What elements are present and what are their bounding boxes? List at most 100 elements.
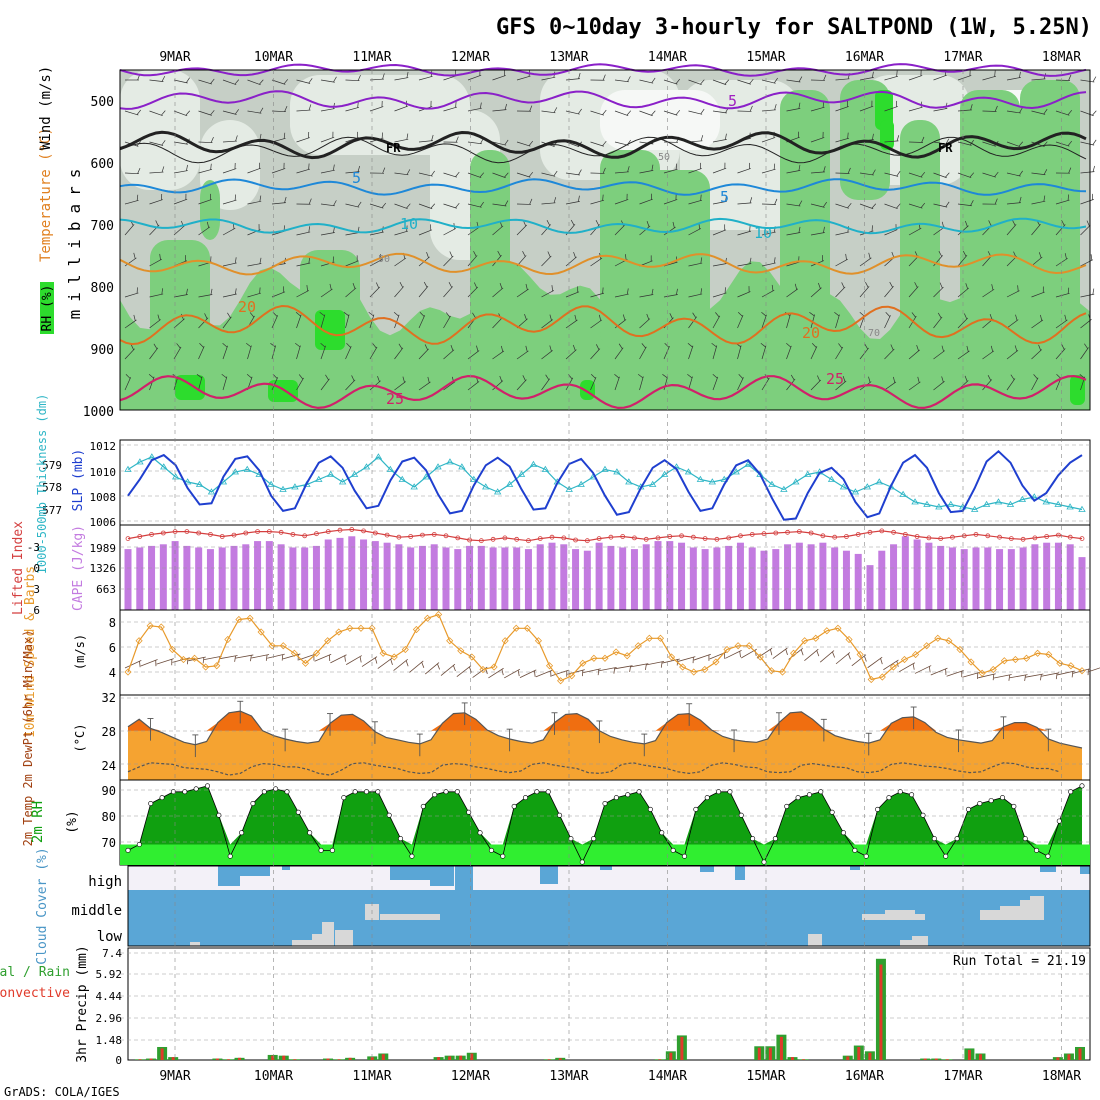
cape-bar-40 [595, 542, 603, 610]
wind-point-11 [246, 614, 254, 622]
wind-point-75 [956, 645, 964, 654]
rh2m-point-73 [954, 836, 960, 842]
thickness-point-19 [350, 470, 359, 477]
li-point-27 [443, 533, 449, 539]
upper-barb-7-39 [1080, 288, 1095, 298]
upper-barb-0-18 [565, 72, 581, 81]
thickness-tick-579: 579 [42, 459, 62, 472]
precip-convective-57 [768, 1047, 772, 1060]
upper-barb-7-0 [124, 287, 139, 298]
upper-barb-6-0 [124, 252, 137, 267]
precip-legend-total: Total / Rain [0, 965, 70, 980]
li-point-11 [255, 529, 260, 534]
cape-bar-11 [254, 541, 262, 610]
upper-barb-7-1 [149, 288, 164, 298]
upper-barb-9-9 [345, 342, 352, 360]
surface-barb-49 [899, 662, 916, 673]
precip-convective-27 [437, 1057, 441, 1060]
upper-barb-3-22 [663, 163, 678, 174]
wind-point-25 [401, 645, 409, 654]
upper-barb-9-0 [124, 344, 135, 360]
thickness-point-18 [338, 478, 347, 485]
upper-barb-7-32 [908, 282, 919, 298]
li-point-7 [208, 532, 213, 537]
cape-bar-16 [312, 545, 320, 610]
rh2m-point-19 [341, 795, 347, 801]
upper-barb-7-33 [933, 282, 944, 298]
wind-point-66 [856, 650, 864, 659]
upper-barb-5-11 [394, 225, 409, 236]
wind-point-17 [313, 649, 321, 657]
rh2m-point-27 [432, 792, 438, 798]
rh2m-point-59 [795, 795, 801, 801]
temp-tick-32: 32 [102, 691, 116, 705]
upper-barb-7-25 [737, 286, 751, 298]
cape-bar-66 [901, 536, 909, 610]
upper-barb-4-3 [198, 193, 212, 205]
upper-barb-0-11 [394, 71, 409, 81]
thickness-point-38 [577, 480, 585, 487]
rh-saturated-2 [880, 120, 894, 150]
surface-barb-31 [614, 665, 633, 673]
upper-barb-4-30 [859, 203, 877, 210]
upper-barb-0-23 [688, 79, 705, 86]
thickness-point-0 [124, 465, 132, 472]
precip-panel: Run Total = 21.19 7.4 5.92 4.44 2.96 1.4… [0, 945, 1091, 1067]
cloud-high-1 [240, 866, 270, 876]
date-top-15MAR: 15MAR [746, 50, 785, 65]
upper-barb-4-1 [149, 193, 163, 205]
upper-barb-10-15 [492, 375, 504, 391]
upper-barb-9-10 [369, 343, 378, 360]
contour-label-20-right: 20 [802, 324, 820, 342]
precip-convective-30 [470, 1053, 474, 1060]
upper-barb-9-14 [467, 345, 480, 360]
thickness-point-16 [315, 475, 323, 482]
upper-barb-9-33 [933, 345, 945, 360]
rh2m-point-36 [534, 789, 540, 795]
li-point-37 [561, 535, 567, 541]
upper-barb-3-37 [1031, 169, 1048, 176]
li-point-78 [1044, 534, 1050, 539]
rh2m-point-71 [931, 836, 937, 842]
upper-barb-4-10 [369, 202, 387, 209]
upper-barb-2-38 [1055, 140, 1073, 147]
wind-point-30 [457, 647, 465, 655]
upper-barb-8-3 [198, 313, 209, 329]
precip-convective-18 [337, 1059, 341, 1060]
upper-barb-3-29 [835, 167, 851, 174]
cape-bar-8 [218, 547, 226, 610]
upper-barb-7-2 [173, 288, 188, 298]
upper-barb-7-9 [345, 282, 357, 298]
li-point-55 [773, 530, 779, 536]
thickness-point-24 [410, 483, 418, 490]
upper-barb-7-22 [663, 288, 678, 298]
cape-bar-57 [795, 542, 803, 610]
upper-barb-1-5 [247, 107, 264, 114]
upper-barb-2-4 [222, 135, 238, 143]
rh-moist-column-10 [900, 120, 940, 360]
upper-barb-0-25 [737, 78, 754, 85]
upper-barb-8-4 [222, 312, 232, 329]
li-point-48 [690, 534, 696, 540]
rh-legend-swatch [40, 282, 54, 334]
upper-barb-8-33 [933, 312, 943, 329]
cloud-low-gap-0 [190, 942, 200, 946]
cape-bar-81 [1078, 557, 1086, 610]
cape-bar-79 [1054, 542, 1062, 610]
rh2m-point-5 [182, 789, 188, 795]
wind-point-7 [202, 663, 210, 671]
cape-label: CAPE (J/kg) [71, 525, 86, 611]
thickness-point-72 [982, 500, 991, 507]
thickness-point-45 [660, 470, 669, 477]
p-tick-500: 500 [91, 95, 114, 110]
upper-barb-8-36 [1006, 314, 1019, 329]
rh2m-point-33 [500, 853, 506, 859]
rh2m-point-10 [239, 830, 245, 836]
surface-barb-14 [345, 655, 362, 665]
wind-point-4 [168, 645, 176, 654]
upper-barb-7-29 [835, 282, 846, 298]
precip-convective-7 [215, 1058, 219, 1060]
rh-label-50-b: 50 [378, 254, 390, 265]
upper-barb-7-27 [786, 283, 799, 298]
rh2m-point-81 [1045, 853, 1051, 859]
